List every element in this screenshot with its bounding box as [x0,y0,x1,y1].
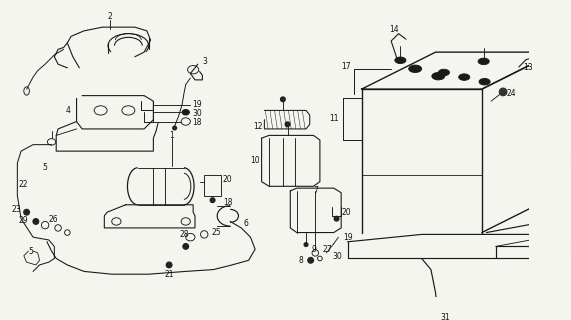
Text: 3: 3 [202,57,207,66]
Text: 1: 1 [170,131,174,140]
Text: 19: 19 [192,100,202,109]
Text: 31: 31 [440,313,450,320]
Text: 16: 16 [569,246,571,256]
Ellipse shape [459,74,470,80]
Text: 9: 9 [312,245,316,254]
Ellipse shape [182,109,190,115]
Text: 24: 24 [507,89,516,98]
Text: 6: 6 [243,219,248,228]
Circle shape [33,219,39,224]
Circle shape [166,262,172,268]
Text: 15: 15 [569,159,571,168]
Text: 8: 8 [299,256,303,265]
Circle shape [210,198,215,203]
Text: 21: 21 [164,270,174,279]
Text: 26: 26 [49,215,58,224]
Circle shape [304,243,308,246]
Text: 11: 11 [329,114,339,123]
Ellipse shape [432,73,445,80]
Text: 5: 5 [42,163,47,172]
Text: 12: 12 [253,122,263,131]
Ellipse shape [409,65,421,73]
Text: 10: 10 [250,156,260,165]
Ellipse shape [478,58,489,65]
Text: 29: 29 [19,216,29,225]
Text: 5: 5 [28,246,33,256]
Text: 23: 23 [11,205,21,214]
Bar [204,175,221,196]
Circle shape [183,244,188,249]
Text: 22: 22 [19,180,29,189]
Text: 14: 14 [389,25,399,35]
Circle shape [334,216,339,221]
Text: 2: 2 [107,12,112,20]
Ellipse shape [479,78,490,85]
Text: 27: 27 [323,245,332,254]
Ellipse shape [439,69,449,76]
Circle shape [173,126,176,130]
Ellipse shape [395,57,406,63]
Circle shape [308,258,313,263]
Text: 13: 13 [524,63,533,72]
Text: 18: 18 [192,118,202,127]
Circle shape [24,209,29,215]
Text: 20: 20 [223,175,232,184]
Text: 7: 7 [313,187,318,196]
Text: 30: 30 [332,252,341,261]
Text: 20: 20 [341,208,351,217]
Text: 17: 17 [341,62,351,71]
Text: 28: 28 [179,230,189,239]
Text: 18: 18 [223,198,232,207]
Text: 4: 4 [65,106,70,115]
Circle shape [500,88,507,96]
Text: 25: 25 [212,228,222,237]
Circle shape [285,122,290,127]
Circle shape [280,97,285,102]
Text: 30: 30 [192,109,202,118]
Text: 19: 19 [343,233,353,242]
